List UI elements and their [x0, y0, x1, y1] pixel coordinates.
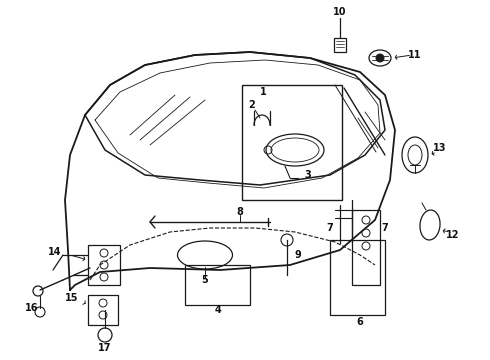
Text: 2: 2	[248, 100, 255, 110]
Text: 4: 4	[215, 305, 221, 315]
Text: 16: 16	[25, 303, 39, 313]
Bar	[334, 38, 346, 52]
Text: 6: 6	[357, 317, 364, 327]
Text: 5: 5	[201, 275, 208, 285]
Text: 7: 7	[327, 223, 333, 233]
Bar	[88, 245, 120, 285]
Bar	[88, 295, 118, 325]
Text: 8: 8	[237, 207, 244, 217]
Text: 3: 3	[305, 170, 311, 180]
Bar	[352, 210, 380, 285]
Text: 1: 1	[260, 87, 267, 97]
Text: 14: 14	[48, 247, 62, 257]
Text: 17: 17	[98, 343, 112, 353]
Bar	[185, 265, 250, 305]
Text: 13: 13	[433, 143, 447, 153]
Text: 15: 15	[65, 293, 79, 303]
Ellipse shape	[369, 50, 391, 66]
Text: 10: 10	[333, 7, 347, 17]
Text: 11: 11	[408, 50, 422, 60]
Text: 9: 9	[294, 250, 301, 260]
Bar	[330, 240, 385, 315]
Text: 7: 7	[382, 223, 389, 233]
Bar	[242, 85, 342, 200]
Circle shape	[376, 54, 384, 62]
Text: 12: 12	[446, 230, 460, 240]
